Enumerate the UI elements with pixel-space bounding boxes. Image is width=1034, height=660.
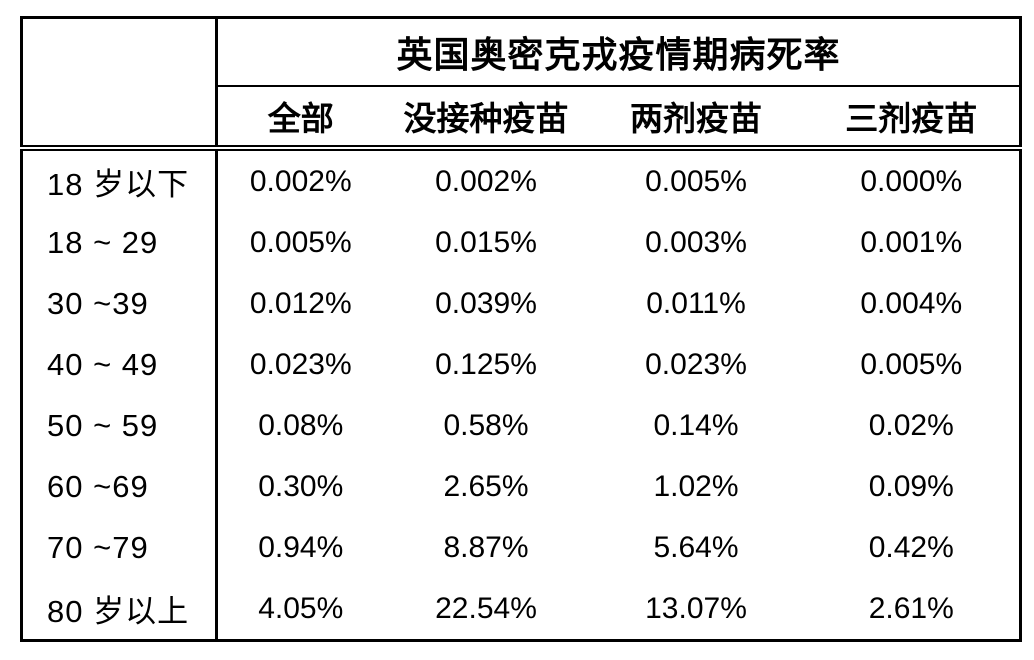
rate-cell: 4.05%: [258, 591, 344, 625]
table-row: 60 ~69 0.30% 2.65% 1.02% 0.09%: [21, 456, 1021, 517]
rate-cell: 2.65%: [443, 469, 529, 503]
rate-cell: 0.039%: [435, 286, 537, 320]
rate-cell: 0.023%: [645, 347, 747, 381]
table-row: 18 岁以下 0.002% 0.002% 0.005% 0.000%: [21, 148, 1021, 212]
corner-cell: [21, 17, 218, 151]
rate-cell: 0.125%: [435, 347, 537, 381]
column-header-row: 全部 没接种疫苗 两剂疫苗 三剂疫苗: [22, 86, 1021, 151]
rate-cell: 5.64%: [653, 530, 739, 564]
column-header-unvaccinated: 没接种疫苗: [383, 86, 589, 151]
column-header-two-doses: 两剂疫苗: [588, 86, 804, 151]
rate-cell: 1.02%: [653, 469, 739, 503]
rate-cell: 0.015%: [435, 225, 537, 259]
rate-cell: 0.09%: [868, 469, 954, 503]
rate-cell: 0.30%: [258, 469, 344, 503]
rate-cell: 0.002%: [249, 164, 352, 198]
rate-cell: 0.004%: [860, 286, 963, 320]
rate-cell: 0.42%: [868, 530, 954, 564]
rate-cell: 0.94%: [258, 530, 344, 564]
rate-cell: 22.54%: [435, 591, 537, 625]
rate-cell: 2.61%: [868, 591, 954, 625]
rate-cell: 0.001%: [860, 225, 963, 259]
table-row: 50 ~ 59 0.08% 0.58% 0.14% 0.02%: [21, 395, 1021, 456]
table-row: 70 ~79 0.94% 8.87% 5.64% 0.42%: [21, 517, 1021, 578]
rate-cell: 0.005%: [645, 164, 747, 198]
table-row: 18 ~ 29 0.005% 0.015% 0.003% 0.001%: [21, 212, 1021, 273]
age-row-header: 18 ~ 29: [21, 212, 218, 273]
table-row: 80 岁以上 4.05% 22.54% 13.07% 2.61%: [21, 578, 1021, 641]
table-title: 英国奥密克戎疫情期病死率: [216, 17, 1021, 87]
fatality-rate-table: 英国奥密克戎疫情期病死率 全部 没接种疫苗 两剂疫苗 三剂疫苗 18 岁以下 0…: [20, 16, 1023, 642]
rate-cell: 0.58%: [443, 408, 529, 442]
rate-cell: 13.07%: [645, 591, 747, 625]
rate-cell: 0.005%: [249, 225, 352, 259]
age-row-header: 80 岁以上: [21, 578, 218, 641]
rate-cell: 0.023%: [249, 347, 352, 381]
age-row-header: 40 ~ 49: [21, 334, 218, 395]
rate-cell: 0.08%: [258, 408, 344, 442]
rate-cell: 0.011%: [646, 286, 746, 320]
rate-cell: 0.005%: [860, 347, 963, 381]
column-header-all: 全部: [216, 86, 384, 151]
rate-cell: 0.012%: [249, 286, 352, 320]
table-row: 30 ~39 0.012% 0.039% 0.011% 0.004%: [21, 273, 1021, 334]
rate-cell: 0.002%: [435, 164, 537, 198]
rate-cell: 8.87%: [443, 530, 529, 564]
rate-cell: 0.000%: [860, 164, 963, 198]
age-row-header: 70 ~79: [21, 517, 218, 578]
age-row-header: 18 岁以下: [21, 148, 218, 212]
age-row-header: 60 ~69: [21, 456, 218, 517]
age-row-header: 30 ~39: [21, 273, 218, 334]
column-header-three-doses: 三剂疫苗: [803, 86, 1021, 151]
rate-cell: 0.14%: [653, 408, 739, 442]
rate-cell: 0.02%: [868, 408, 954, 442]
title-row: 英国奥密克戎疫情期病死率: [21, 17, 1021, 151]
rate-cell: 0.003%: [645, 225, 747, 259]
table-row: 40 ~ 49 0.023% 0.125% 0.023% 0.005%: [21, 334, 1021, 395]
age-row-header: 50 ~ 59: [21, 395, 218, 456]
